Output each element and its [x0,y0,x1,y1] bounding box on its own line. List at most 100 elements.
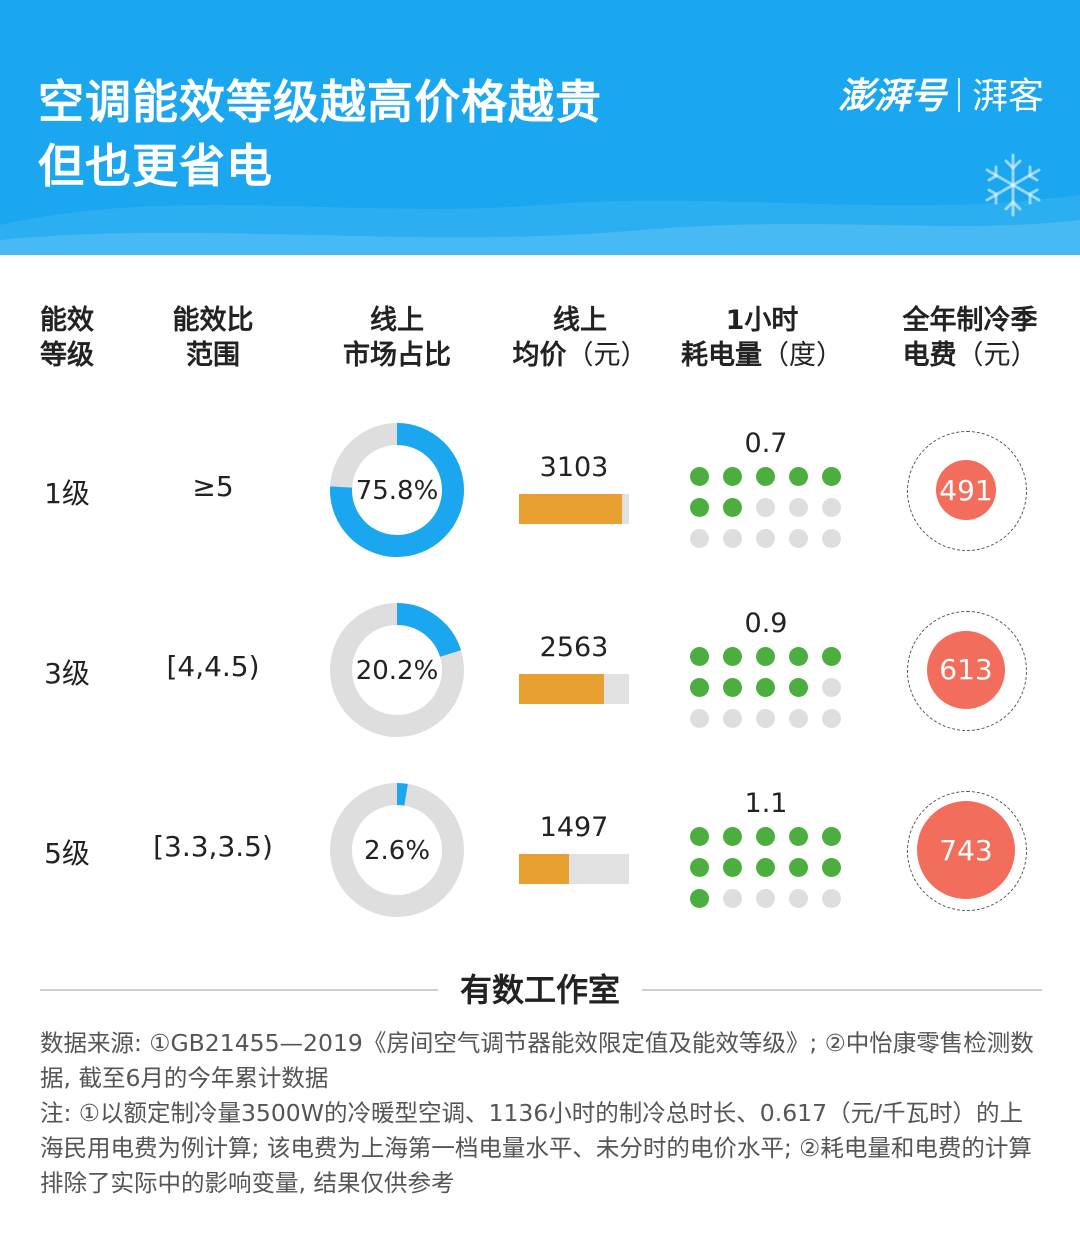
kwh-dot-filled [690,498,709,517]
kwh-dot-empty [822,709,841,728]
kwh-dot-filled [690,467,709,486]
kwh-dot-filled [723,678,742,697]
annual-cost-circle: 743 [917,801,1015,899]
kwh-dot-filled [756,858,775,877]
kwh-dot-empty [690,709,709,728]
kwh-dot-empty [723,709,742,728]
kwh-dot-grid [690,467,850,548]
kwh-dot-empty [789,709,808,728]
source-notes: 数据来源: ①GB21455—2019《房间空气调节器能效限定值及能效等级》; … [40,1026,1045,1201]
kwh-dot-empty [822,529,841,548]
annual-cost-label: 491 [939,473,993,507]
avg-price-bar-fill [519,674,605,704]
kwh-dot-empty [756,529,775,548]
market-share-donut: 2.6% [330,783,464,917]
market-share-donut: 75.8% [330,423,464,557]
donut-share-arc [330,783,464,917]
page-title: 空调能效等级越高价格越贵 但也更省电 [38,70,602,198]
kwh-dot-filled [822,827,841,846]
kwh-dot-filled [822,858,841,877]
kwh-dot-empty [822,678,841,697]
kwh-dot-empty [756,709,775,728]
kwh-dot-empty [756,889,775,908]
col-header-kwh: 1小时 耗电量（度） [681,305,843,371]
avg-price-bar-track [519,674,629,704]
kwh-dot-filled [789,827,808,846]
ratio-range-label: ≥5 [192,470,234,503]
title-line-2: 但也更省电 [38,139,273,193]
market-share-label: 75.8% [356,476,439,506]
kwh-dot-empty [756,498,775,517]
kwh-dot-filled [690,827,709,846]
studio-name: 有数工作室 [459,971,620,1009]
col-header-grade: 能效 等级 [40,305,94,371]
ratio-range-label: [4,4.5) [166,650,260,683]
kwh-dot-empty [822,498,841,517]
kwh-dot-filled [756,678,775,697]
kwh-label: 0.7 [744,428,788,459]
col-header-cost: 全年制冷季 电费（元） [902,305,1038,371]
market-share-label: 20.2% [356,656,439,686]
footer-divider-left [40,989,438,991]
kwh-dot-empty [789,889,808,908]
kwh-dot-filled [690,647,709,666]
avg-price-label: 3103 [539,452,609,483]
donut-share-arc [330,423,464,557]
kwh-dot-filled [822,467,841,486]
cost-ring-outline [907,611,1027,731]
donut-share-arc [330,603,464,737]
annual-cost-circle: 613 [926,630,1006,710]
kwh-dot-filled [756,467,775,486]
kwh-dot-empty [822,889,841,908]
col-header-price: 线上 均价（元） [512,305,648,371]
ratio-range-label: [3.3,3.5) [153,830,273,863]
annual-cost-label: 613 [939,653,993,687]
kwh-dot-grid [690,647,850,728]
kwh-dot-filled [723,827,742,846]
market-share-donut: 20.2% [330,603,464,737]
kwh-dot-filled [822,647,841,666]
kwh-dot-filled [723,498,742,517]
kwh-dot-filled [723,467,742,486]
grade-label: 3级 [44,657,90,690]
brand-sub: 湃客 [971,76,1044,117]
annual-cost-label: 743 [939,833,993,867]
market-share-label: 2.6% [364,836,430,866]
kwh-dot-empty [690,529,709,548]
kwh-dot-filled [690,858,709,877]
title-line-1: 空调能效等级越高价格越贵 [38,75,602,129]
kwh-dot-filled [789,467,808,486]
calculation-note: 注: ①以额定制冷量3500W的冷暖型空调、1136小时的制冷总时长、0.617… [40,1099,1032,1197]
brand-main: 澎湃号 [837,76,946,117]
kwh-dot-empty [789,529,808,548]
footer-divider-right [642,989,1042,991]
avg-price-bar-fill [519,854,569,884]
avg-price-bar-track [519,854,629,884]
brand-logo: 澎湃号 湃客 [838,72,1044,122]
cost-ring-outline [907,431,1027,551]
grade-label: 1级 [44,477,90,510]
kwh-dot-empty [723,889,742,908]
kwh-dot-filled [756,647,775,666]
kwh-dot-filled [690,889,709,908]
kwh-dot-empty [723,529,742,548]
header-wave [0,195,1080,255]
kwh-dot-filled [756,827,775,846]
brand-divider [957,78,960,112]
kwh-dot-filled [789,858,808,877]
avg-price-bar-track [519,494,629,524]
data-source-note: 数据来源: ①GB21455—2019《房间空气调节器能效限定值及能效等级》; … [40,1029,1034,1092]
header-banner: 空调能效等级越高价格越贵 但也更省电 澎湃号 湃客 [0,0,1080,255]
avg-price-label: 2563 [539,632,609,663]
kwh-dot-grid [690,827,850,908]
kwh-dot-filled [723,858,742,877]
grade-label: 5级 [44,837,90,870]
avg-price-label: 1497 [539,812,609,843]
kwh-dot-filled [690,678,709,697]
kwh-dot-filled [723,647,742,666]
kwh-label: 0.9 [744,608,788,639]
cost-ring-outline [907,791,1027,911]
kwh-dot-filled [789,678,808,697]
kwh-label: 1.1 [744,788,788,819]
snowflake-icon [985,153,1041,217]
